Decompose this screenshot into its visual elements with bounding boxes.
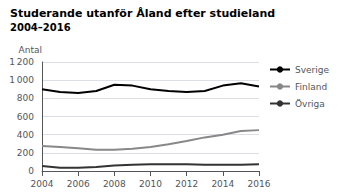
svg-text:800: 800 xyxy=(17,93,34,103)
svg-text:1 200: 1 200 xyxy=(9,57,34,67)
svg-text:Övriga: Övriga xyxy=(295,99,325,109)
svg-text:2010: 2010 xyxy=(139,179,162,189)
svg-text:Sverige: Sverige xyxy=(295,65,329,75)
svg-text:600: 600 xyxy=(17,112,34,122)
svg-text:0: 0 xyxy=(28,166,34,176)
svg-text:200: 200 xyxy=(17,148,34,158)
svg-text:Studerande utanför Åland efter: Studerande utanför Åland efter studielan… xyxy=(10,7,275,20)
svg-text:2014: 2014 xyxy=(211,179,234,189)
svg-text:2006: 2006 xyxy=(67,179,90,189)
svg-text:2016: 2016 xyxy=(248,179,271,189)
svg-text:400: 400 xyxy=(17,130,34,140)
svg-text:Finland: Finland xyxy=(295,82,327,92)
svg-text:2004–2016: 2004–2016 xyxy=(10,22,71,33)
svg-text:2008: 2008 xyxy=(103,179,126,189)
svg-text:2004: 2004 xyxy=(31,179,54,189)
svg-text:2012: 2012 xyxy=(175,179,198,189)
svg-text:1 000: 1 000 xyxy=(9,75,34,85)
svg-text:Antal: Antal xyxy=(19,45,42,55)
